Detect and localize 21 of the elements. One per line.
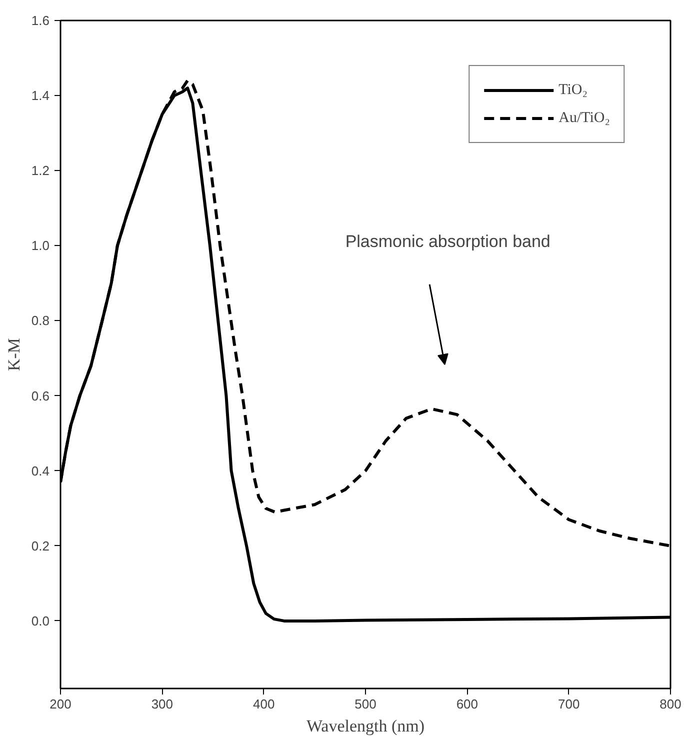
y-tick-label: 0.2 [31, 538, 50, 554]
y-tick-label: 1.0 [31, 238, 50, 254]
x-tick-label: 200 [50, 696, 72, 712]
x-tick-label: 600 [456, 696, 478, 712]
y-tick-label: 0.4 [31, 463, 50, 478]
x-tick-label: 300 [151, 696, 174, 712]
y-tick-label: 1.6 [31, 13, 50, 28]
y-tick-label: 0.0 [31, 613, 50, 628]
legend-label: Au/TiO₂ [558, 110, 610, 126]
x-tick-label: 400 [252, 696, 275, 712]
y-tick-label: 0.8 [31, 313, 50, 328]
y-tick-label: 1.2 [31, 163, 50, 178]
x-axis-title: Wavelength (nm) [306, 716, 425, 736]
x-tick-label: 800 [660, 696, 682, 712]
legend-label: TiO₂ [558, 82, 588, 98]
x-tick-label: 700 [558, 696, 580, 712]
y-tick-label: 0.6 [31, 388, 50, 404]
y-tick-label: 1.4 [31, 88, 50, 104]
annotation: Plasmonic absorption band [345, 232, 550, 251]
y-axis-title: K-M [4, 338, 24, 372]
x-tick-label: 500 [354, 696, 376, 712]
